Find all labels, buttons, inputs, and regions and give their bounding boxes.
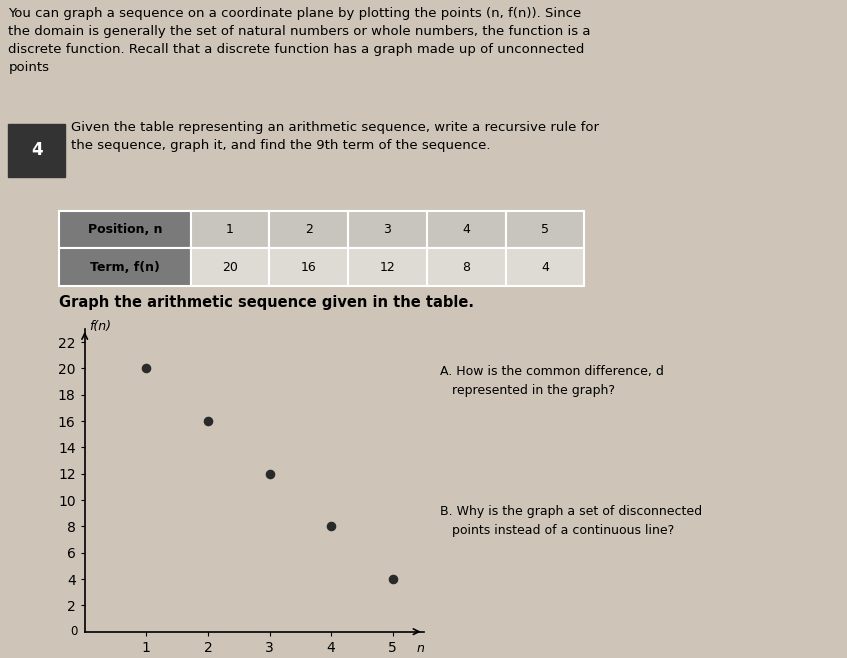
- Bar: [427, 211, 506, 249]
- Point: [324, 521, 338, 532]
- Text: 2: 2: [305, 223, 313, 236]
- Bar: [506, 211, 584, 249]
- Bar: [269, 211, 348, 249]
- Bar: [191, 249, 269, 286]
- Text: 12: 12: [379, 261, 396, 274]
- FancyBboxPatch shape: [8, 124, 65, 176]
- Text: B. Why is the graph a set of disconnected
   points instead of a continuous line: B. Why is the graph a set of disconnecte…: [440, 505, 702, 536]
- Text: f(n): f(n): [90, 320, 112, 333]
- Point: [201, 416, 214, 426]
- Text: 4: 4: [541, 261, 549, 274]
- Text: n: n: [417, 642, 424, 655]
- Bar: [59, 249, 191, 286]
- Text: 5: 5: [541, 223, 549, 236]
- Text: 1: 1: [226, 223, 234, 236]
- Bar: [506, 249, 584, 286]
- Bar: [269, 249, 348, 286]
- Text: 8: 8: [462, 261, 470, 274]
- Bar: [59, 211, 191, 249]
- Bar: [191, 211, 269, 249]
- Text: 4: 4: [30, 141, 42, 159]
- Text: 3: 3: [384, 223, 391, 236]
- Bar: [427, 249, 506, 286]
- Text: A. How is the common difference, d
   represented in the graph?: A. How is the common difference, d repre…: [440, 365, 664, 397]
- Bar: [348, 249, 427, 286]
- Bar: [348, 211, 427, 249]
- FancyArrowPatch shape: [59, 148, 64, 153]
- Text: Term, f(n): Term, f(n): [90, 261, 160, 274]
- Text: 16: 16: [301, 261, 317, 274]
- Text: 4: 4: [462, 223, 470, 236]
- Text: Given the table representing an arithmetic sequence, write a recursive rule for
: Given the table representing an arithmet…: [71, 121, 599, 152]
- Text: Position, n: Position, n: [88, 223, 162, 236]
- Text: 0: 0: [70, 625, 77, 638]
- Point: [386, 574, 400, 584]
- Point: [263, 468, 276, 479]
- Point: [140, 363, 153, 374]
- Text: 20: 20: [222, 261, 238, 274]
- Text: Graph the arithmetic sequence given in the table.: Graph the arithmetic sequence given in t…: [59, 295, 474, 310]
- Text: You can graph a sequence on a coordinate plane by plotting the points (n, f(n)).: You can graph a sequence on a coordinate…: [8, 7, 591, 74]
